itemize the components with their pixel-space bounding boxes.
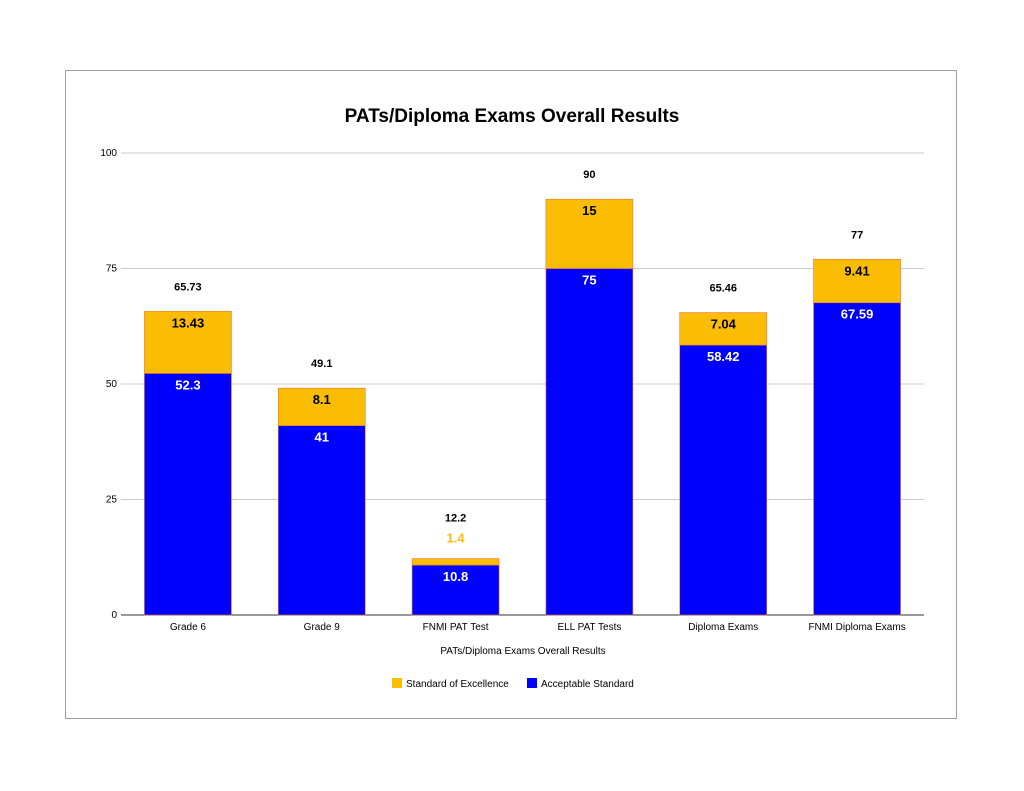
x-category-label: Grade 9	[304, 622, 341, 633]
legend-swatch	[392, 678, 402, 688]
chart-title: PATs/Diploma Exams Overall Results	[345, 106, 680, 127]
bar-value-label: 67.59	[841, 307, 874, 322]
bar-segment	[277, 387, 366, 426]
y-tick-label: 100	[100, 148, 117, 159]
y-axis-ticks: 0 25 50 75 100	[100, 148, 117, 621]
bar-segment	[545, 198, 634, 269]
bar-segment	[144, 311, 232, 374]
chart-svg: PATs/Diploma Exams Overall Results 0 25 50…	[100, 106, 924, 690]
bar-segment	[411, 558, 500, 566]
bar-segment	[679, 344, 768, 616]
bars: 52.3 13.43 65.73 41 8.1 49.1 10.8 1.4 12.2 75 15 90…	[144, 169, 901, 616]
bar-segment	[813, 302, 901, 616]
bar-total-label: 12.2	[445, 513, 466, 525]
legend-swatch	[527, 678, 537, 688]
legend: Standard of Excellence Acceptable Standar…	[392, 678, 634, 690]
y-tick-label: 25	[106, 495, 118, 506]
x-category-label: Diploma Exams	[688, 622, 758, 633]
x-axis-label: PATs/Diploma Exams Overall Results	[440, 646, 605, 657]
bar-value-label: 9.41	[844, 263, 869, 278]
bar-value-label: 58.42	[707, 349, 740, 364]
x-category-label: ELL PAT Tests	[557, 622, 621, 633]
y-tick-label: 75	[106, 264, 118, 275]
y-tick-label: 50	[106, 379, 118, 390]
x-category-label: FNMI PAT Test	[423, 622, 489, 633]
bar-value-label: 10.8	[443, 569, 468, 584]
bar-segment	[813, 258, 901, 304]
bar-value-label: 41	[315, 430, 329, 445]
gridlines	[121, 152, 924, 616]
bar-segment	[679, 312, 768, 346]
bar-value-label: 7.04	[711, 317, 737, 332]
bar-segment	[545, 268, 634, 616]
bar-total-label: 90	[583, 169, 595, 181]
bar-value-label: 15	[582, 203, 596, 218]
x-category-label: Grade 6	[170, 622, 207, 633]
bar-value-label: 52.3	[175, 377, 200, 392]
bar-total-label: 65.46	[709, 283, 737, 295]
bar-total-label: 77	[851, 229, 863, 241]
bar-value-label: 75	[582, 273, 596, 288]
bar-value-label: 8.1	[313, 392, 331, 407]
x-category-label: FNMI Diploma Exams	[808, 622, 905, 633]
bar-segment	[277, 425, 366, 616]
y-tick-label: 0	[111, 610, 117, 621]
bar-total-label: 65.73	[174, 281, 202, 293]
legend-label: Acceptable Standard	[541, 679, 634, 690]
bar-segment	[144, 373, 232, 616]
bar-value-label: 1.4	[447, 531, 466, 546]
chart-frame: PATs/Diploma Exams Overall Results 0 25 50…	[65, 70, 957, 719]
bar-value-label: 13.43	[172, 315, 205, 330]
legend-label: Standard of Excellence	[406, 679, 509, 690]
bar-total-label: 49.1	[311, 358, 332, 370]
x-axis-categories: Grade 6 Grade 9 FNMI PAT Test ELL PAT Tests…	[170, 622, 906, 633]
